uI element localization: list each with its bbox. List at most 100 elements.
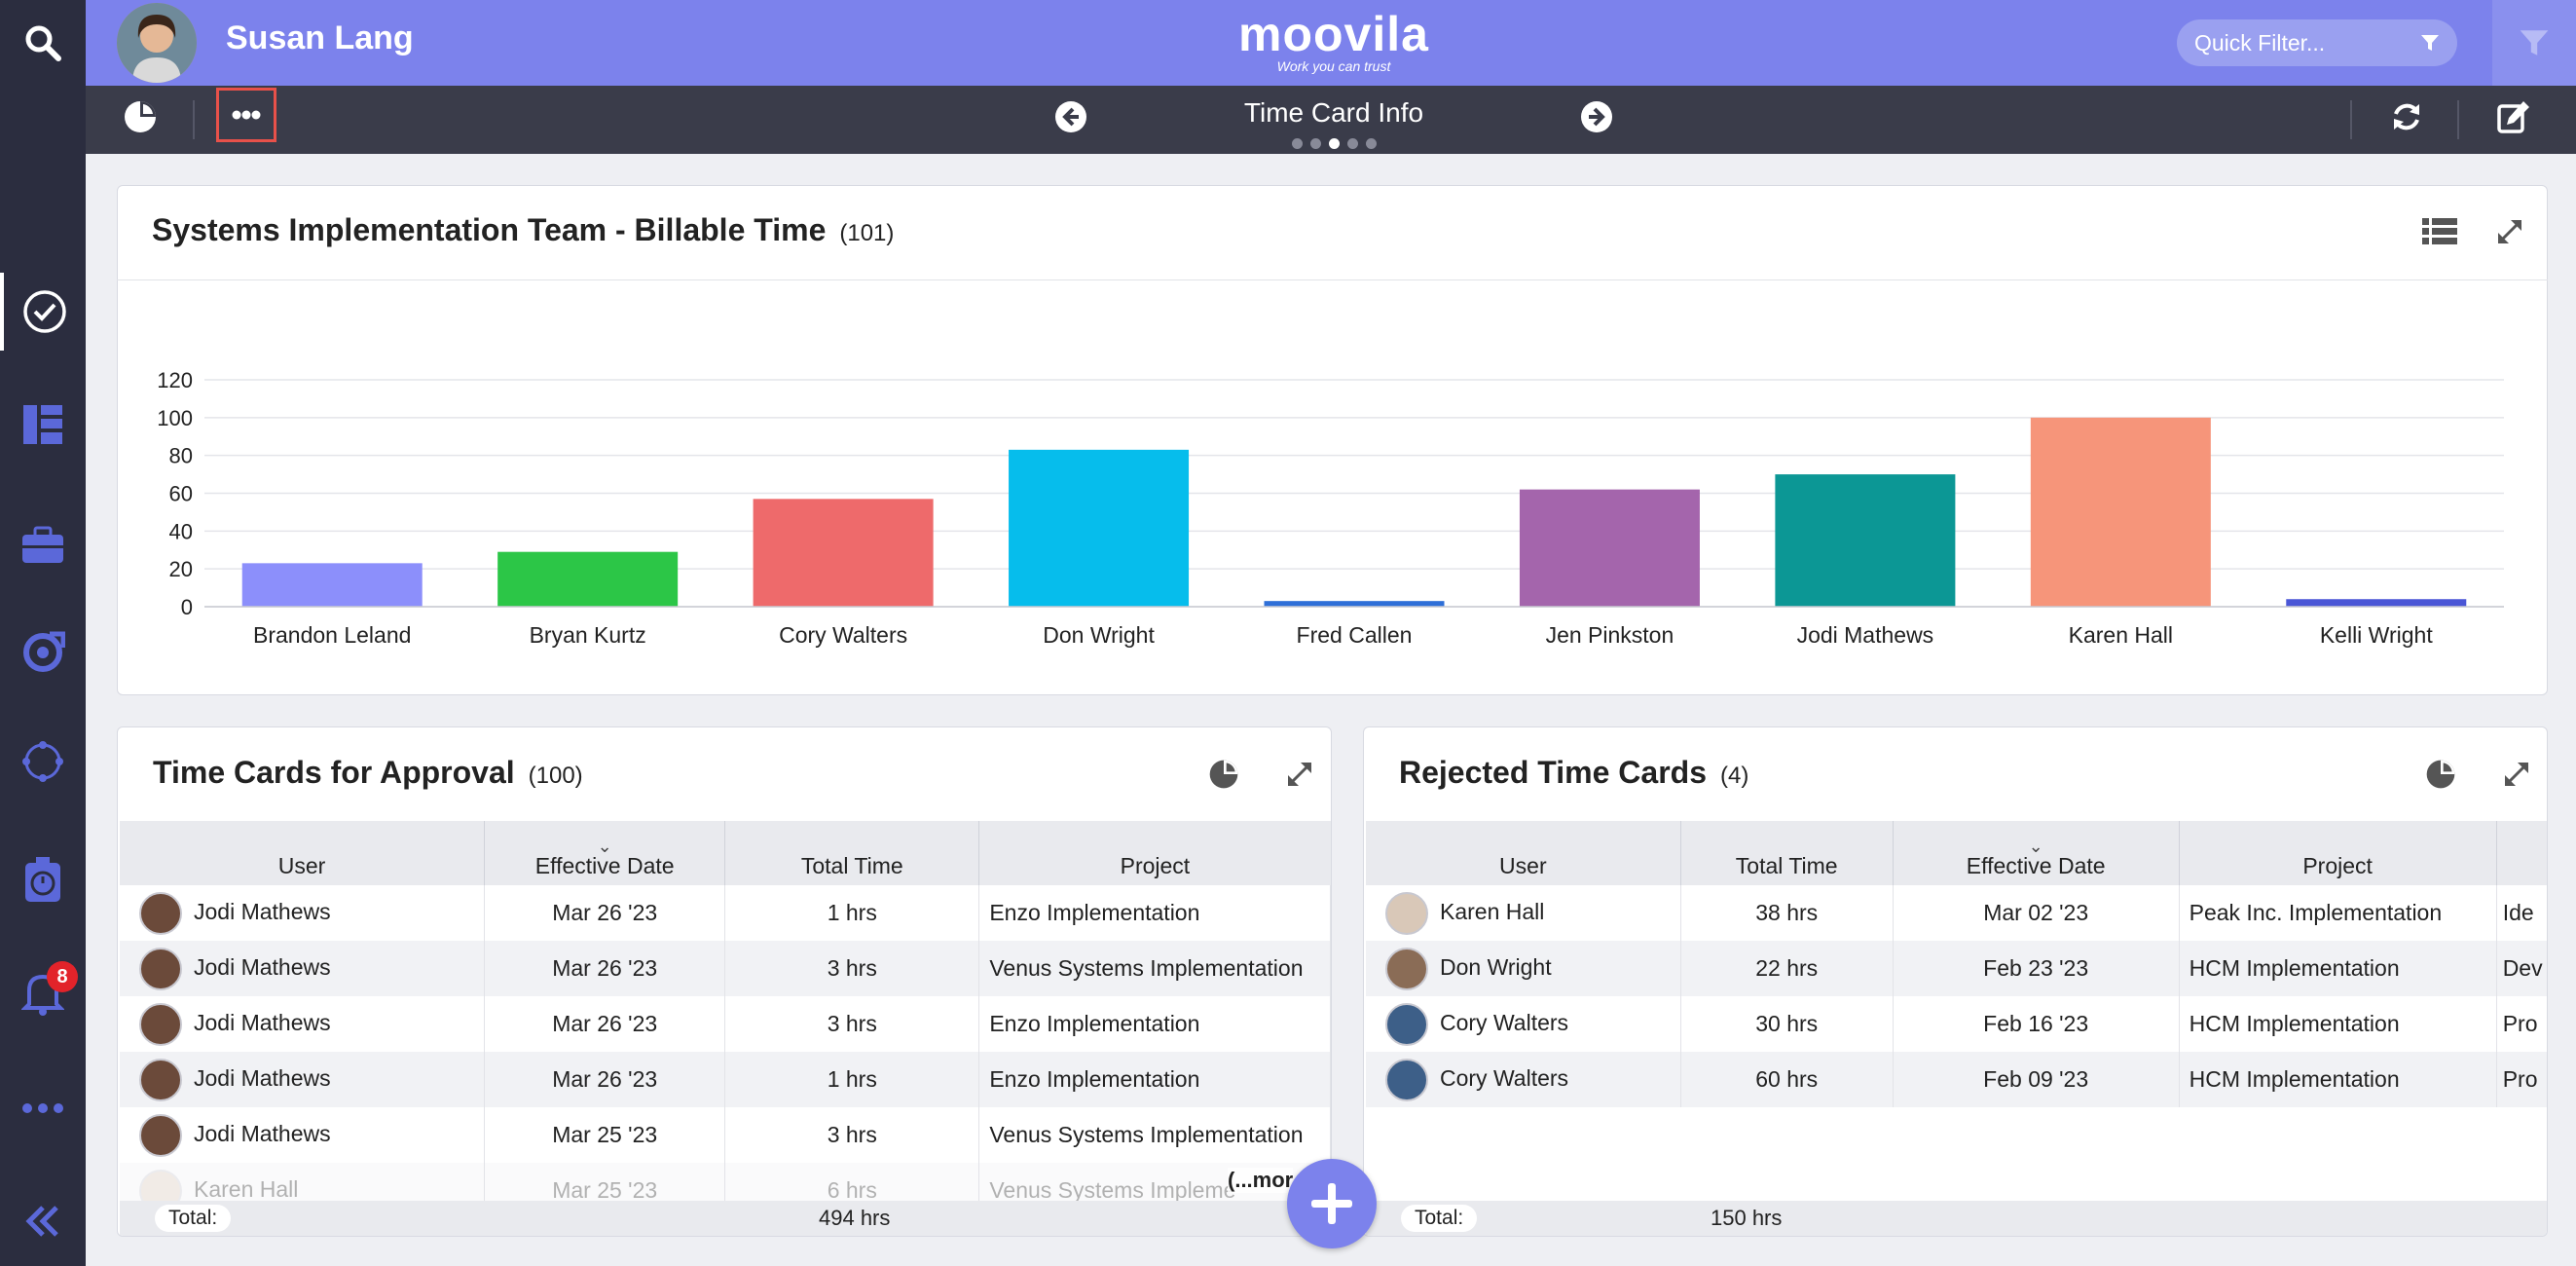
- cell-effective-date-text: Mar 26 '23: [552, 955, 658, 981]
- cell-user: Jodi Mathews: [120, 1052, 486, 1107]
- column-header-total-time[interactable]: Total Time: [1680, 821, 1894, 885]
- more-icon[interactable]: [0, 1069, 86, 1147]
- user-avatar[interactable]: [117, 3, 197, 83]
- table-row[interactable]: Cory Walters 30 hrs Feb 16 '23 HCM Implemen…: [1366, 996, 2547, 1052]
- timer-icon[interactable]: [0, 841, 86, 919]
- rejected-total-label: Total:: [1401, 1205, 1478, 1232]
- table-row[interactable]: Karen Hall 38 hrs Mar 02 '23 Peak Inc. Impl…: [1366, 885, 2547, 941]
- page-dot-5[interactable]: [1365, 137, 1377, 149]
- cell-effective-date: Mar 02 '23: [1893, 885, 2180, 941]
- add-button[interactable]: [1287, 1159, 1377, 1248]
- column-header-user[interactable]: User: [120, 821, 486, 885]
- more-options-button[interactable]: [216, 88, 276, 142]
- sort-desc-icon: ⌄: [597, 837, 612, 856]
- next-page-button[interactable]: [1577, 97, 1616, 136]
- bar-fred-callen: [1264, 601, 1445, 607]
- expand-icon: [2498, 220, 2521, 243]
- cell-total-time: 3 hrs: [724, 941, 980, 996]
- cell-project: Enzo Implementation: [978, 885, 1331, 941]
- cell-project-text: Enzo Implementation: [989, 1011, 1200, 1036]
- x-tick-label: Fred Callen: [1297, 622, 1413, 648]
- approval-total-value: 494 hrs: [819, 1206, 891, 1230]
- approval-chart-view-button[interactable]: [1204, 755, 1243, 794]
- search-icon[interactable]: [0, 4, 86, 82]
- collapse-sidebar-icon[interactable]: [0, 1182, 86, 1260]
- approval-table: User ⌄ Effective Date Total Time Project …: [120, 821, 1331, 1218]
- column-header-effective-date[interactable]: ⌄ Effective Date: [1893, 821, 2180, 885]
- previous-page-button[interactable]: [1051, 97, 1090, 136]
- refresh-button[interactable]: [2385, 95, 2428, 138]
- chart-view-button[interactable]: [117, 93, 164, 140]
- quick-filter-placeholder: Quick Filter...: [2194, 29, 2326, 56]
- cell-user-text: Cory Walters: [1440, 1064, 1569, 1091]
- rejected-card-title: Rejected Time Cards: [1399, 755, 1707, 790]
- cell-project-text: Enzo Implementation: [989, 900, 1200, 925]
- page-dot-2[interactable]: [1309, 137, 1321, 149]
- edit-dashboard-button[interactable]: [2492, 95, 2535, 138]
- cell-user-text: Karen Hall: [194, 1175, 299, 1202]
- approval-expand-button[interactable]: [1282, 757, 1317, 792]
- cell-user-text: Jodi Mathews: [194, 1009, 331, 1035]
- user-name[interactable]: Susan Lang: [226, 19, 414, 56]
- cell-effective-date: Mar 25 '23: [484, 1107, 726, 1163]
- y-tick-label: 80: [169, 444, 193, 468]
- quick-filter-input[interactable]: Quick Filter...: [2177, 19, 2457, 66]
- avatar: [1385, 1058, 1428, 1101]
- cell-project: HCM Implementation: [2179, 941, 2497, 996]
- column-header-project[interactable]: Project: [978, 821, 1331, 885]
- cell-user: Cory Walters: [1366, 1052, 1681, 1107]
- cell-user-text: Jodi Mathews: [194, 1120, 331, 1146]
- portfolio-briefcase-icon[interactable]: [0, 506, 86, 584]
- rejected-expand-button[interactable]: [2499, 757, 2534, 792]
- y-tick-label: 40: [169, 519, 193, 543]
- bar-jen-pinkston: [1519, 489, 1700, 607]
- table-row[interactable]: Cory Walters 60 hrs Feb 09 '23 HCM Implemen…: [1366, 1052, 2547, 1107]
- table-row[interactable]: Jodi Mathews Mar 26 '23 3 hrs Venus Systems…: [120, 941, 1331, 996]
- dashboard-icon[interactable]: [0, 386, 86, 464]
- more-link[interactable]: (...mor: [1228, 1168, 1294, 1193]
- cell-total-time-text: 3 hrs: [827, 1011, 877, 1036]
- column-header-project[interactable]: Project: [2179, 821, 2497, 885]
- notification-count-badge: 8: [47, 961, 78, 992]
- cell-extra: Dev: [2496, 941, 2547, 996]
- tasks-check-icon[interactable]: [0, 273, 86, 351]
- cell-project: Peak Inc. Implementation: [2179, 885, 2497, 941]
- page-dot-1[interactable]: [1291, 137, 1303, 149]
- rejected-total-value: 150 hrs: [1711, 1206, 1783, 1230]
- approval-total-label: Total:: [155, 1205, 232, 1232]
- table-row[interactable]: Jodi Mathews Mar 26 '23 1 hrs Enzo Implemen…: [120, 1052, 1331, 1107]
- cell-user: Cory Walters: [1366, 996, 1681, 1052]
- list-view-button[interactable]: [2420, 212, 2459, 251]
- column-header-user[interactable]: User: [1366, 821, 1681, 885]
- page-dot-4[interactable]: [1346, 137, 1358, 149]
- table-row[interactable]: Jodi Mathews Mar 26 '23 3 hrs Enzo Implemen…: [120, 996, 1331, 1052]
- column-header-effective-date[interactable]: ⌄ Effective Date: [484, 821, 726, 885]
- cell-total-time-text: 1 hrs: [827, 900, 877, 925]
- cell-user: Don Wright: [1366, 941, 1681, 996]
- column-header-total-time[interactable]: Total Time: [724, 821, 980, 885]
- cell-effective-date-text: Feb 09 '23: [1983, 1066, 2089, 1092]
- cell-project: Venus Systems Implementation: [978, 941, 1331, 996]
- page-dot-3-active[interactable]: [1328, 137, 1340, 149]
- projects-icon[interactable]: [0, 614, 86, 691]
- x-tick-label: Brandon Leland: [253, 622, 411, 648]
- expand-chart-button[interactable]: [2492, 214, 2527, 249]
- cell-total-time: 22 hrs: [1680, 941, 1894, 996]
- cell-extra: Pro: [2496, 1052, 2547, 1107]
- table-row[interactable]: Jodi Mathews Mar 25 '23 3 hrs Venus Systems…: [120, 1107, 1331, 1163]
- billable-card-count: (101): [839, 220, 895, 246]
- column-header-extra[interactable]: [2496, 821, 2547, 885]
- page-indicator-dots: [1285, 136, 1382, 150]
- table-row[interactable]: Jodi Mathews Mar 26 '23 1 hrs Enzo Implemen…: [120, 885, 1331, 941]
- network-icon[interactable]: [0, 723, 86, 801]
- rejected-chart-view-button[interactable]: [2421, 755, 2460, 794]
- table-row[interactable]: Don Wright 22 hrs Feb 23 '23 HCM Implementa…: [1366, 941, 2547, 996]
- filter-icon: [2520, 30, 2549, 56]
- cell-project-text: Venus Systems Implementation: [989, 955, 1304, 981]
- cell-total-time: 1 hrs: [724, 885, 980, 941]
- cell-project: Enzo Implementation: [978, 996, 1331, 1052]
- filter-panel-button[interactable]: [2492, 0, 2576, 86]
- card-header-divider: [117, 279, 2548, 280]
- refresh-icon: [2394, 103, 2419, 130]
- cell-total-time-text: 22 hrs: [1755, 955, 1819, 981]
